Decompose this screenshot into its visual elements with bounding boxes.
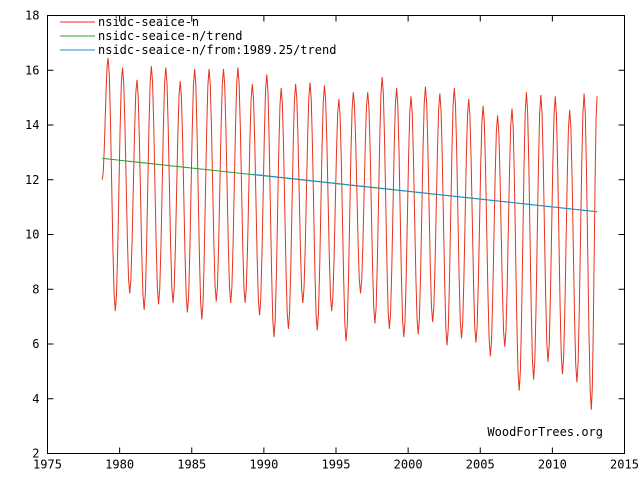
series-line-seaice bbox=[101, 57, 598, 410]
y-tick-label: 18 bbox=[25, 9, 39, 23]
x-tick-label: 2015 bbox=[610, 458, 639, 472]
y-tick-label: 8 bbox=[32, 282, 39, 296]
x-tick-label: 2010 bbox=[538, 458, 567, 472]
x-tick-label: 2005 bbox=[466, 458, 495, 472]
y-tick-label: 16 bbox=[25, 63, 39, 77]
x-tick-label: 1980 bbox=[105, 458, 134, 472]
legend: nsidc-seaice-n nsidc-seaice-n/trend nsid… bbox=[60, 15, 336, 57]
x-tick-label: 1990 bbox=[249, 458, 278, 472]
legend-label-series-2: nsidc-seaice-n/trend bbox=[98, 29, 243, 43]
y-tick-label: 6 bbox=[32, 337, 39, 351]
axis-layer: 1975 1980 1985 1990 1995 2000 2005 2010 2015 2 4 6 8… bbox=[25, 9, 639, 472]
x-tick-label: 2000 bbox=[394, 458, 423, 472]
y-tick-label: 10 bbox=[25, 228, 39, 242]
y-tick-label: 4 bbox=[32, 392, 39, 406]
y-tick-label: 14 bbox=[25, 118, 39, 132]
y-tick-label: 12 bbox=[25, 173, 39, 187]
credit-label[interactable]: WoodForTrees.org bbox=[487, 425, 603, 439]
x-tick-label: 1995 bbox=[322, 458, 351, 472]
series-layer bbox=[101, 57, 598, 410]
y-tick-label: 2 bbox=[32, 447, 39, 461]
x-tick-label: 1975 bbox=[33, 458, 62, 472]
x-tick-label: 1985 bbox=[177, 458, 206, 472]
series-line-trend-from-1989 bbox=[253, 173, 598, 213]
legend-label-series-3: nsidc-seaice-n/from:1989.25/trend bbox=[98, 43, 336, 57]
legend-label-series-1: nsidc-seaice-n bbox=[98, 15, 199, 29]
